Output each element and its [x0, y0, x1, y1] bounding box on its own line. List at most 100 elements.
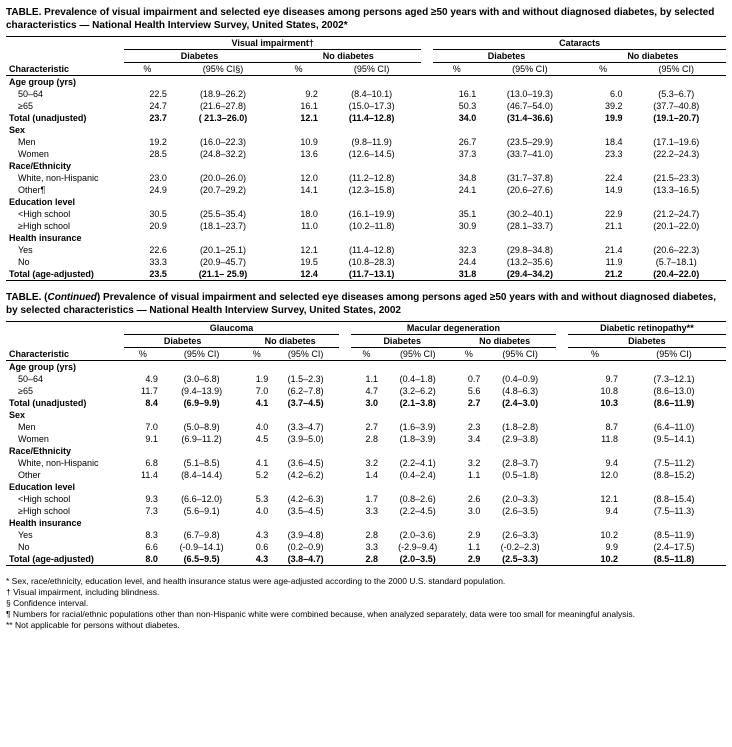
pct-cell: 6.0 — [580, 88, 627, 100]
pct-cell — [124, 196, 171, 208]
table-row: Total (age-adjusted)23.5(21.1– 25.9)12.4… — [6, 268, 726, 281]
pct-cell — [124, 361, 162, 374]
pct-cell — [124, 76, 171, 89]
table-row: Sex — [6, 124, 726, 136]
ci-cell — [627, 232, 726, 244]
table-row: ≥6511.7(9.4–13.9)7.0(6.2–7.8)4.7(3.2–6.2… — [6, 385, 726, 397]
pct-cell: 21.2 — [580, 268, 627, 281]
ci-cell: (3.9–5.0) — [272, 433, 339, 445]
ci-cell: (23.5–29.9) — [480, 136, 579, 148]
ci-cell — [382, 361, 453, 374]
pct-cell — [124, 481, 162, 493]
ci-cell: (4.2–6.2) — [272, 469, 339, 481]
pct-cell: 22.9 — [580, 208, 627, 220]
pct-cell — [124, 232, 171, 244]
ci-cell: (6.2–7.8) — [272, 385, 339, 397]
ci-cell — [484, 409, 555, 421]
pct-cell: 4.3 — [241, 529, 272, 541]
t2-span-md: Macular degeneration — [351, 322, 556, 335]
pct-cell: 0.7 — [453, 373, 484, 385]
pct-cell: 7.3 — [124, 505, 162, 517]
ci-cell — [272, 517, 339, 529]
ci-cell — [162, 481, 241, 493]
ci-cell: (5.6–9.1) — [162, 505, 241, 517]
pct-cell: 11.8 — [568, 433, 622, 445]
pct-cell — [568, 409, 622, 421]
ci-cell — [480, 160, 579, 172]
pct-cell: 12.1 — [568, 493, 622, 505]
pct-cell: 10.2 — [568, 553, 622, 566]
ci-cell: (7.5–11.2) — [622, 457, 726, 469]
pct-cell: 11.9 — [580, 256, 627, 268]
ci-cell — [322, 160, 421, 172]
pct-cell: 4.1 — [241, 397, 272, 409]
ci-cell: (31.4–36.6) — [480, 112, 579, 124]
ci-cell — [622, 481, 726, 493]
ci-cell: (20.1–22.0) — [627, 220, 726, 232]
pct-cell: 5.2 — [241, 469, 272, 481]
pct-cell: 2.8 — [351, 433, 382, 445]
ci-cell: (16.1–19.9) — [322, 208, 421, 220]
ci-cell: (6.7–9.8) — [162, 529, 241, 541]
ci-cell — [162, 445, 241, 457]
ci-cell: (30.2–40.1) — [480, 208, 579, 220]
ci-cell: (20.0–26.0) — [171, 172, 275, 184]
ci-cell: (6.4–11.0) — [622, 421, 726, 433]
ci-cell — [622, 409, 726, 421]
pct-cell: 24.4 — [433, 256, 480, 268]
pct-cell — [124, 160, 171, 172]
ci-cell: (46.7–54.0) — [480, 100, 579, 112]
ci-cell — [480, 232, 579, 244]
pct-cell: 9.7 — [568, 373, 622, 385]
ci-cell: (6.9–9.9) — [162, 397, 241, 409]
row-label: Race/Ethnicity — [6, 445, 124, 457]
ci-cell: (29.8–34.8) — [480, 244, 579, 256]
t1-sub-diab1: Diabetes — [124, 50, 275, 63]
pct-cell: 11.4 — [124, 469, 162, 481]
t1-colhead-pct: % — [433, 63, 480, 76]
footnotes: * Sex, race/ethnicity, education level, … — [6, 576, 726, 631]
pct-cell: 12.0 — [568, 469, 622, 481]
ci-cell: (9.4–13.9) — [162, 385, 241, 397]
t1-sub-diab2: Diabetes — [433, 50, 579, 63]
pct-cell: 39.2 — [580, 100, 627, 112]
pct-cell: 19.5 — [275, 256, 322, 268]
pct-cell: 3.3 — [351, 505, 382, 517]
t1-colhead-ci1: (95% CI§) — [171, 63, 275, 76]
row-label: Women — [6, 148, 124, 160]
row-label: Age group (yrs) — [6, 76, 124, 89]
pct-cell — [351, 361, 382, 374]
ci-cell: (16.0–22.3) — [171, 136, 275, 148]
pct-cell — [453, 481, 484, 493]
ci-cell — [627, 76, 726, 89]
t1-colhead-char: Characteristic — [6, 63, 124, 76]
ci-cell: (1.8–2.8) — [484, 421, 555, 433]
table-row: Age group (yrs) — [6, 361, 726, 374]
pct-cell: 18.4 — [580, 136, 627, 148]
table-row: Total (unadjusted)23.7( 21.3–26.0)12.1(1… — [6, 112, 726, 124]
row-label: Yes — [6, 244, 124, 256]
pct-cell — [241, 409, 272, 421]
pct-cell: 23.3 — [580, 148, 627, 160]
pct-cell: 30.9 — [433, 220, 480, 232]
pct-cell — [433, 124, 480, 136]
t2-colhead-ci: (95% CI) — [272, 348, 339, 361]
table-row: Race/Ethnicity — [6, 160, 726, 172]
pct-cell — [241, 481, 272, 493]
ci-cell: (12.3–15.8) — [322, 184, 421, 196]
ci-cell: (-0.2–2.3) — [484, 541, 555, 553]
pct-cell — [453, 517, 484, 529]
t2-span-gl: Glaucoma — [124, 322, 339, 335]
table-row: Total (unadjusted)8.4(6.9–9.9)4.1(3.7–4.… — [6, 397, 726, 409]
pct-cell — [580, 196, 627, 208]
ci-cell: (21.2–24.7) — [627, 208, 726, 220]
pct-cell — [568, 445, 622, 457]
ci-cell: (2.9–3.8) — [484, 433, 555, 445]
pct-cell: 2.9 — [453, 553, 484, 566]
t2-sub-d3: Diabetes — [568, 335, 726, 348]
pct-cell: 21.4 — [580, 244, 627, 256]
pct-cell — [351, 445, 382, 457]
pct-cell: 23.7 — [124, 112, 171, 124]
ci-cell: (8.6–13.0) — [622, 385, 726, 397]
pct-cell: 12.1 — [275, 244, 322, 256]
